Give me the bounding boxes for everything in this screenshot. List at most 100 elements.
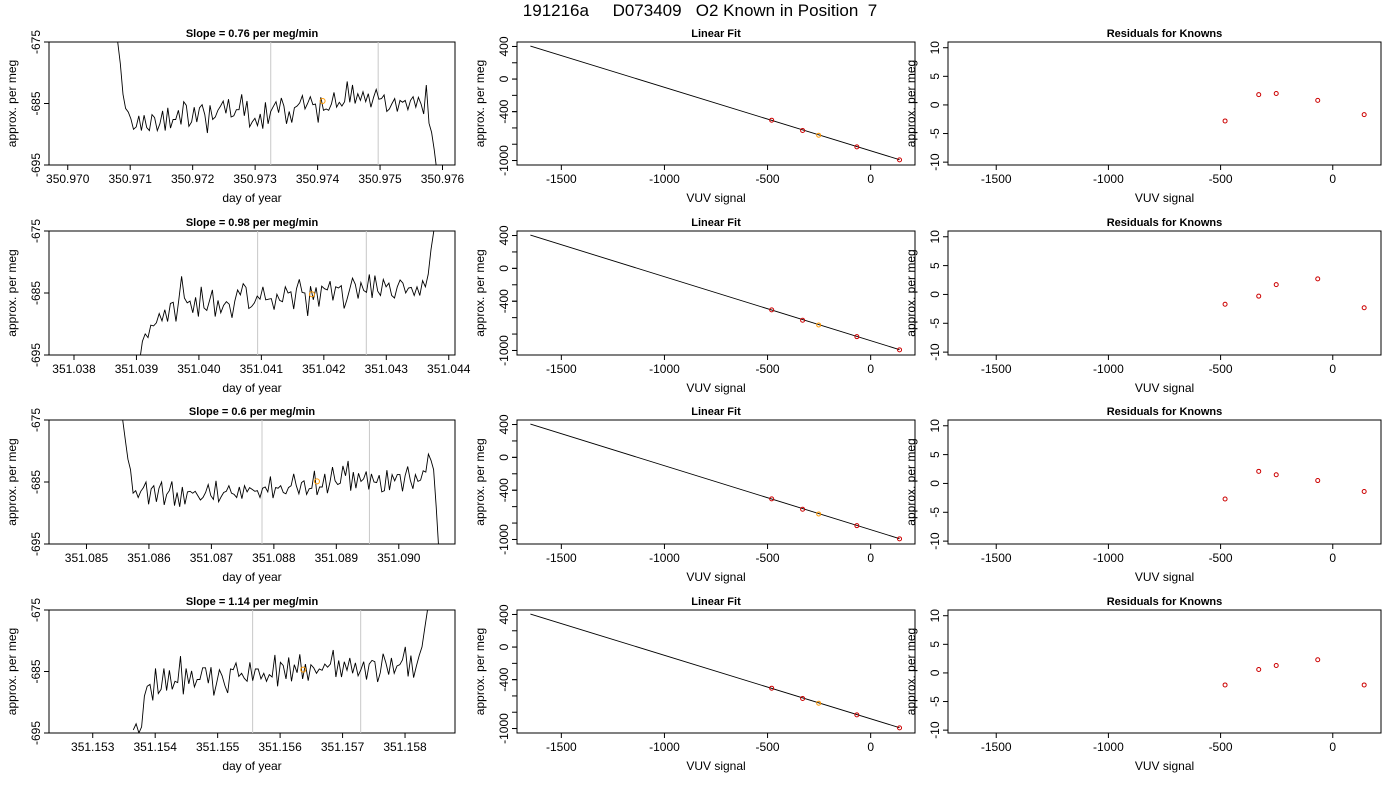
data-point [1361, 305, 1367, 311]
y-tick-label: 400 [497, 414, 511, 434]
data-point [1273, 472, 1279, 478]
y-tick-label: -5 [928, 507, 942, 518]
x-axis-label: VUV signal [1135, 570, 1194, 584]
x-axis-label: day of year [222, 381, 281, 395]
x-tick-label: 0 [867, 551, 874, 565]
y-tick-label: 10 [928, 41, 942, 55]
x-tick-label: 351.038 [52, 362, 96, 376]
y-tick-label: -675 [29, 30, 43, 54]
x-tick-label: -500 [756, 551, 780, 565]
plot-frame [947, 230, 1382, 356]
x-tick-label: -1500 [981, 551, 1012, 565]
y-tick-label: 5 [928, 451, 942, 458]
y-tick-label: 10 [928, 230, 942, 244]
x-tick-label: -1500 [981, 740, 1012, 754]
y-tick-label: -685 [29, 281, 43, 305]
y-tick-label: 0 [497, 265, 511, 272]
data-point [897, 536, 903, 542]
x-tick-label: 350.974 [296, 172, 340, 186]
plot-title: Linear Fit [691, 406, 741, 418]
y-tick-label: 5 [928, 641, 942, 648]
data-point [1273, 90, 1279, 96]
data-point [816, 700, 822, 706]
panel-residuals-row3: -1500 -1000 -500 0 10 5 0 -5 -10 Residuals for Kn… [904, 406, 1382, 584]
data-point [769, 496, 775, 502]
panel-timeseries-row1: 350.970 350.971 350.972 350.973 350.974 350.9… [5, 28, 465, 205]
y-tick-label: 0 [928, 291, 942, 298]
x-tick-label: -1000 [649, 362, 680, 376]
y-tick-label: -695 [29, 343, 43, 367]
y-tick-label: -10 [928, 343, 942, 361]
x-tick-label: 351.039 [115, 362, 159, 376]
plot-frame [48, 230, 456, 356]
plot-frame [48, 41, 456, 166]
x-tick-label: -1000 [649, 551, 680, 565]
y-tick-label: -400 [497, 289, 511, 313]
y-tick-label: 400 [497, 604, 511, 624]
x-tick-label: 0 [1329, 172, 1336, 186]
x-axis-label: day of year [222, 191, 281, 205]
data-point [897, 725, 903, 731]
data-point [816, 511, 822, 517]
y-tick-label: -5 [928, 128, 942, 139]
fit-line [530, 613, 900, 729]
x-tick-label: -1000 [1093, 740, 1124, 754]
data-point [816, 322, 822, 328]
plot-frame [516, 419, 916, 545]
x-axis-label: VUV signal [1135, 759, 1194, 773]
x-tick-label: 350.970 [46, 172, 90, 186]
x-tick-label: -1500 [546, 362, 577, 376]
panel-linear-fit-row1: -1500 -1000 -500 0 400 0 -400 -1000 Linear Fit VU… [473, 28, 916, 205]
highlight-point [319, 98, 326, 105]
y-axis-label: approx. per meg [5, 249, 19, 336]
data-point [1315, 276, 1321, 282]
y-tick-label: -695 [29, 532, 43, 556]
highlight-point [308, 291, 315, 298]
plot-frame [516, 230, 916, 356]
x-tick-label: 350.971 [109, 172, 153, 186]
data-point [1361, 489, 1367, 495]
y-axis-label: approx. per meg [473, 628, 487, 715]
data-point [1256, 293, 1262, 299]
y-tick-label: -1000 [497, 524, 511, 555]
y-axis-label: approx. per meg [473, 438, 487, 525]
x-tick-label: 350.975 [358, 172, 402, 186]
data-point [1361, 112, 1367, 118]
data-point [1315, 97, 1321, 103]
y-axis-label: approx. per meg [473, 60, 487, 147]
y-tick-label: -685 [29, 91, 43, 115]
data-point [854, 334, 860, 340]
plot-title: Slope = 0.6 per meg/min [189, 406, 316, 418]
plot-title: Slope = 1.14 per meg/min [186, 596, 319, 608]
y-axis-label: approx. per meg [904, 249, 918, 336]
x-tick-label: -500 [1209, 362, 1233, 376]
data-point [769, 307, 775, 313]
y-tick-label: -695 [29, 721, 43, 745]
y-axis-label: approx. per meg [473, 249, 487, 336]
plot-title: Residuals for Knowns [1107, 28, 1223, 40]
plot-title: Residuals for Knowns [1107, 217, 1223, 229]
plot-title: Residuals for Knowns [1107, 596, 1223, 608]
y-tick-label: 0 [497, 454, 511, 461]
highlight-point [313, 478, 320, 485]
data-point [816, 132, 822, 138]
y-tick-label: 0 [497, 643, 511, 650]
x-tick-label: 351.040 [177, 362, 221, 376]
y-axis-label: approx. per meg [5, 628, 19, 715]
x-tick-label: 351.157 [321, 740, 365, 754]
y-tick-label: -695 [29, 153, 43, 177]
y-tick-label: 5 [928, 73, 942, 80]
x-axis-label: VUV signal [1135, 381, 1194, 395]
x-tick-label: 351.090 [377, 551, 421, 565]
x-axis-label: day of year [222, 570, 281, 584]
data-point [1315, 478, 1321, 484]
y-tick-label: -1000 [497, 713, 511, 744]
plot-title: Linear Fit [691, 217, 741, 229]
panel-timeseries-row2: 351.038 351.039 351.040 351.041 351.042 351.0… [5, 217, 471, 395]
x-tick-label: 351.086 [127, 551, 171, 565]
data-point [1222, 496, 1228, 502]
series-line [132, 610, 428, 733]
panel-residuals-row4: -1500 -1000 -500 0 10 5 0 -5 -10 Residuals for Kn… [904, 596, 1382, 773]
panel-timeseries-row4: 351.153 351.154 351.155 351.156 351.157 351.1… [5, 596, 456, 773]
y-tick-label: -5 [928, 318, 942, 329]
